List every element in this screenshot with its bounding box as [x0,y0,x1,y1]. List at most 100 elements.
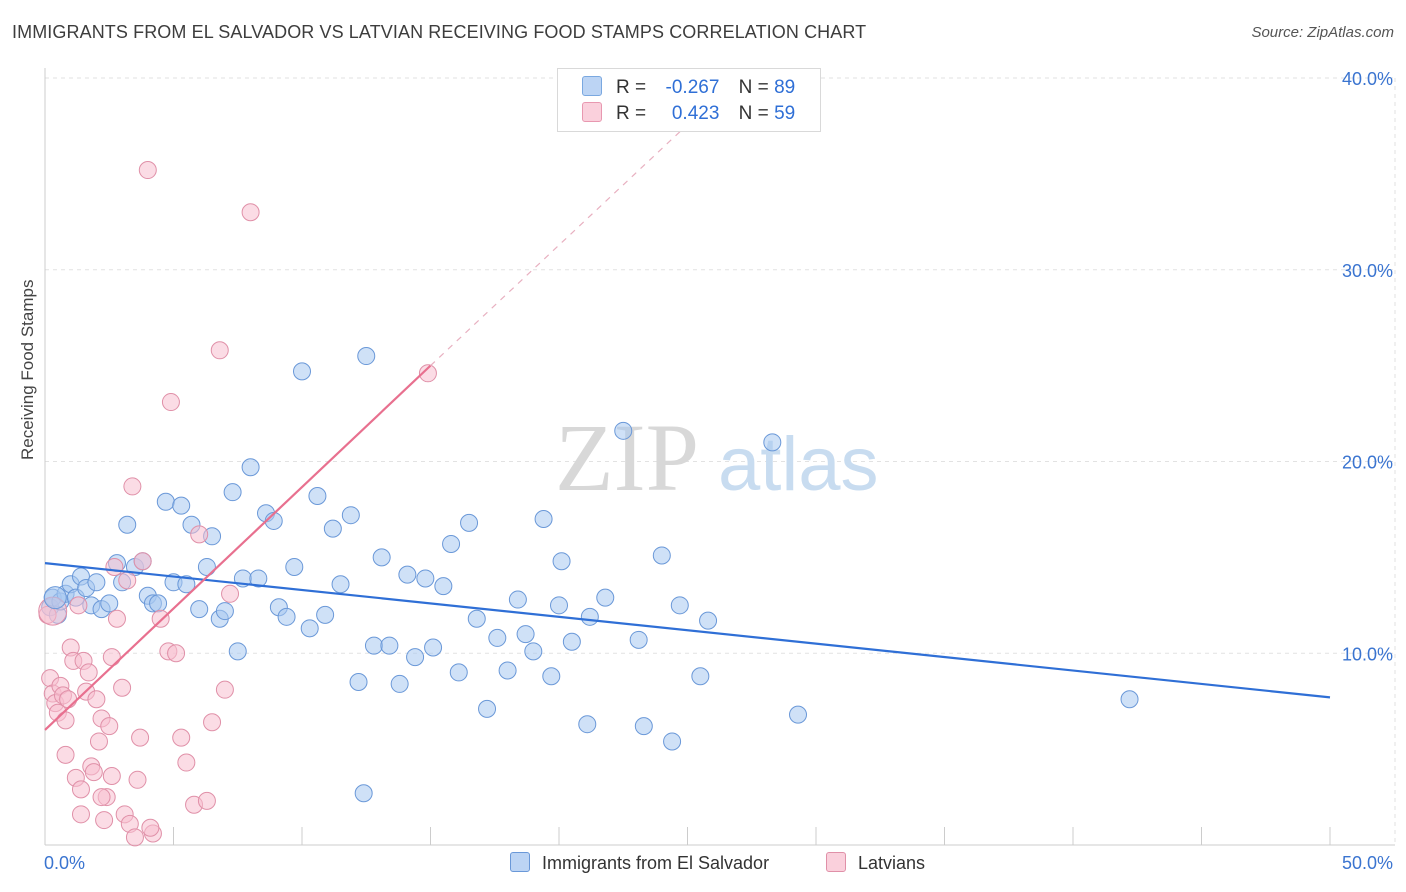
point-latvians [113,678,132,697]
watermark: ZIP atlas [555,404,879,511]
point-el-salvador [380,636,399,655]
point-latvians [89,732,108,751]
point-latvians [125,828,144,847]
point-el-salvador [277,607,296,626]
point-el-salvador [516,625,535,644]
point-el-salvador [223,483,242,502]
point-el-salvador [357,347,376,366]
point-el-salvador [228,642,247,661]
legend-r-value: -0.267 [665,77,720,98]
point-el-salvador [241,458,260,477]
point-el-salvador [293,362,311,381]
point-latvians [203,713,222,732]
point-latvians [177,753,196,772]
trend-line-latvians-extension [430,112,701,367]
point-latvians [102,648,121,667]
point-el-salvador [349,673,368,692]
legend-r-label: R = [616,103,647,124]
point-latvians [241,203,260,222]
point-latvians [172,728,191,747]
point-el-salvador [467,609,486,628]
y-tick-label: 10.0% [1342,644,1393,664]
point-el-salvador [100,594,119,613]
point-el-salvador [508,590,527,609]
point-el-salvador [172,496,191,515]
bottom-legend-latvians[interactable]: Latvians [826,852,925,874]
y-axis-label-wrap: Receiving Food Stamps [18,0,42,892]
point-el-salvador [614,421,633,440]
point-el-salvador [118,515,137,534]
legend-swatch-el-salvador [582,76,602,96]
point-latvians [107,609,126,628]
point-latvians [59,690,78,709]
legend-r-value: 0.423 [671,103,720,124]
trend-lines [44,112,1331,731]
point-latvians [215,680,234,699]
point-latvians [141,818,160,837]
point-el-salvador [190,600,209,619]
legend-swatch-latvians [582,102,602,122]
point-latvians [84,763,103,782]
bottom-legend-swatch-el-salvador [510,852,530,872]
point-latvians [71,780,90,799]
y-tick-label: 40.0% [1342,69,1393,89]
point-latvians [102,766,121,785]
point-el-salvador [331,575,350,594]
point-el-salvador [596,588,615,607]
point-latvians [123,477,142,496]
point-el-salvador [578,715,597,734]
point-latvians [151,609,170,628]
point-el-salvador [488,628,507,647]
correlation-legend: R = -0.267 N = 89 R = 0.423 N = 59 [557,68,821,132]
point-latvians [92,788,111,807]
bottom-legend-label: Immigrants from El Salvador [542,853,770,873]
point-el-salvador [416,569,435,588]
point-latvians [190,525,209,544]
legend-n-label: N = [738,103,769,124]
legend-row-el-salvador: R = -0.267 N = 89 [582,76,795,100]
point-latvians [167,644,186,663]
point-el-salvador [552,552,571,571]
point-el-salvador [372,548,391,567]
point-el-salvador [424,638,443,657]
point-el-salvador [629,630,648,649]
point-el-salvador [634,717,653,736]
point-el-salvador [534,510,553,529]
point-el-salvador [249,569,268,588]
point-latvians [69,596,88,615]
point-el-salvador [316,605,335,624]
trend-line-latvians [44,364,432,731]
point-el-salvador [149,594,168,613]
point-latvians [87,690,106,709]
watermark-zip: ZIP [555,404,699,511]
point-el-salvador [43,586,67,610]
point-el-salvador [498,661,517,680]
point-el-salvador [542,667,561,686]
point-el-salvador [398,565,417,584]
point-latvians [161,393,180,412]
watermark-atlas: atlas [718,422,879,507]
point-el-salvador [323,519,342,538]
bottom-legend-el-salvador[interactable]: Immigrants from El Salvador [510,852,769,874]
point-el-salvador [442,534,461,553]
point-latvians [131,728,150,747]
x-tick-label-min: 0.0% [44,853,85,873]
point-latvians [221,584,240,603]
x-tick-label-max: 50.0% [1342,853,1393,873]
y-tick-label: 20.0% [1342,453,1393,473]
legend-n-label: N = [738,77,769,98]
point-latvians [56,711,75,730]
point-latvians [100,717,119,736]
point-el-salvador [341,506,360,525]
point-latvians [79,663,98,682]
point-el-salvador [308,487,327,506]
legend-n-value: 89 [774,77,796,98]
tick-labels: 10.0% 20.0% 30.0% 40.0% 0.0% 50.0% [44,69,1393,873]
point-el-salvador [449,663,468,682]
point-latvians [418,364,437,383]
point-el-salvador [300,619,319,638]
point-latvians [210,341,229,360]
point-el-salvador [460,513,479,532]
point-el-salvador [763,433,782,452]
point-el-salvador [87,573,106,592]
